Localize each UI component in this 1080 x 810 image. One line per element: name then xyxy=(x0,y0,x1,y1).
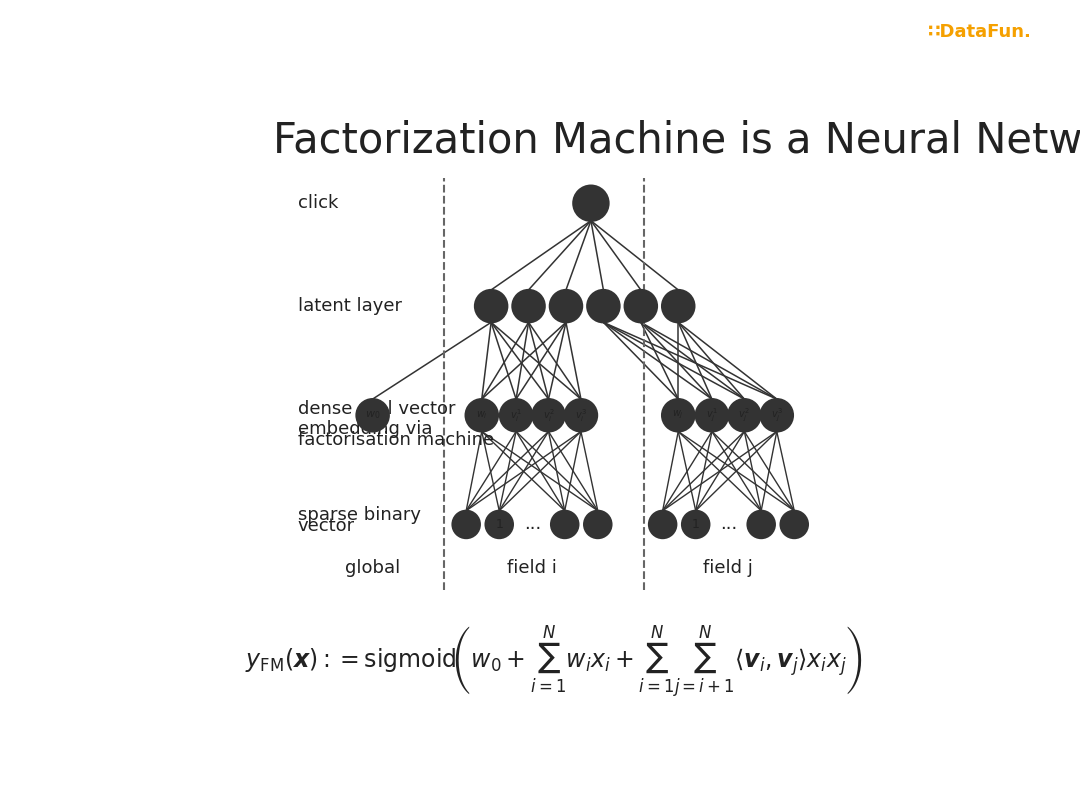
Text: $w_0$: $w_0$ xyxy=(365,409,380,421)
Text: ...: ... xyxy=(524,515,541,534)
Text: field j: field j xyxy=(703,559,753,577)
Text: ...: ... xyxy=(720,515,738,534)
Circle shape xyxy=(565,399,597,432)
Circle shape xyxy=(662,290,694,322)
Text: $w_i$: $w_i$ xyxy=(476,409,488,421)
Circle shape xyxy=(649,511,676,538)
Text: $v_i^1$: $v_i^1$ xyxy=(510,407,522,424)
Text: embedding via: embedding via xyxy=(298,420,432,438)
Text: $v_j^1$: $v_j^1$ xyxy=(706,407,718,424)
Circle shape xyxy=(760,399,793,432)
Circle shape xyxy=(532,399,565,432)
Text: factorisation machine: factorisation machine xyxy=(298,431,494,450)
Text: global: global xyxy=(345,559,401,577)
Text: latent layer: latent layer xyxy=(298,297,402,315)
Circle shape xyxy=(475,290,508,322)
Text: field i: field i xyxy=(507,559,556,577)
Text: $v_i^2$: $v_i^2$ xyxy=(542,407,554,424)
Circle shape xyxy=(681,511,710,538)
Circle shape xyxy=(486,511,513,538)
Circle shape xyxy=(356,399,389,432)
Text: sparse binary: sparse binary xyxy=(298,506,421,524)
Circle shape xyxy=(551,511,579,538)
Text: dense real vector: dense real vector xyxy=(298,400,456,418)
Text: $v_j^2$: $v_j^2$ xyxy=(739,407,751,424)
Text: $v_j^3$: $v_j^3$ xyxy=(771,407,783,424)
Circle shape xyxy=(550,290,582,322)
Circle shape xyxy=(465,399,498,432)
Circle shape xyxy=(453,511,480,538)
Text: $\mathcal{S}$: $\mathcal{S}$ xyxy=(584,196,597,211)
Text: click: click xyxy=(298,194,338,212)
Circle shape xyxy=(512,290,544,322)
Text: 1: 1 xyxy=(496,518,503,531)
Circle shape xyxy=(781,511,808,538)
Text: ∷DataFun.: ∷DataFun. xyxy=(928,23,1031,40)
Text: Factorization Machine is a Neural Network: Factorization Machine is a Neural Networ… xyxy=(273,119,1080,161)
Circle shape xyxy=(747,511,775,538)
Circle shape xyxy=(588,290,620,322)
Circle shape xyxy=(662,399,694,432)
Text: $y_{\mathrm{FM}}(\boldsymbol{x}) := \mathrm{sigmoid}\!\left(w_0 + \sum_{i=1}^{N}: $y_{\mathrm{FM}}(\boldsymbol{x}) := \mat… xyxy=(245,624,862,700)
Circle shape xyxy=(573,185,608,220)
Text: $v_i^3$: $v_i^3$ xyxy=(575,407,586,424)
Circle shape xyxy=(728,399,760,432)
Circle shape xyxy=(696,399,728,432)
Circle shape xyxy=(584,511,611,538)
Circle shape xyxy=(500,399,532,432)
Text: $w_j$: $w_j$ xyxy=(673,409,684,421)
Circle shape xyxy=(624,290,657,322)
Text: vector: vector xyxy=(298,518,355,535)
Text: 1: 1 xyxy=(692,518,700,531)
